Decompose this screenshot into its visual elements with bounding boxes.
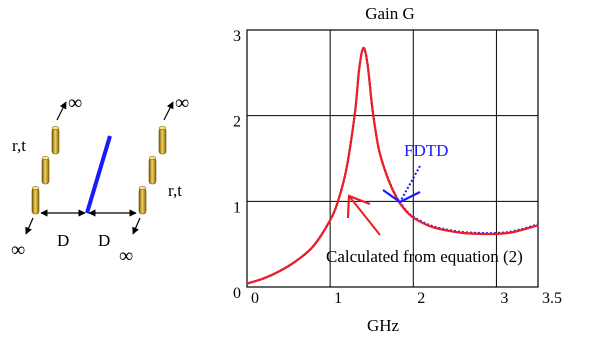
calc-annotation-arrow [348,195,381,236]
label-d-left: D [57,231,69,250]
y-tick-label: 1 [233,199,241,216]
infinity-arrow-up-right [163,101,174,121]
left-element-group [25,101,67,235]
infinity-symbol-top-left: ∞ [68,92,82,114]
x-tick-label: 1 [334,290,342,307]
fdtd-arrowhead [382,189,421,204]
gridlines [247,30,538,287]
label-rt-right: r,t [168,181,182,200]
infinity-symbol-top-right: ∞ [175,92,189,114]
infinity-arrow-up-left [56,101,67,121]
annotation-calculated: Calculated from equation (2) [326,247,523,266]
x-tick-label: 2 [417,290,425,307]
plot-frame [246,29,539,288]
rod-element [51,126,60,155]
rod-element [41,156,50,185]
y-tick-label: 3 [233,28,241,45]
calc-arrowhead [346,194,371,219]
array-diagram: r,t r,t D D ∞ ∞ ∞ ∞ [11,92,189,267]
rod-element [138,186,147,215]
label-rt-left: r,t [12,136,26,155]
x-tick-label: 0 [251,290,259,307]
rod-element [158,126,167,155]
fdtd-annotation-arrow [399,165,421,203]
rod-element [148,156,157,185]
x-tick-label: 3.5 [542,290,562,307]
infinity-symbol-bottom-right: ∞ [119,245,133,267]
infinity-arrow-down-left [25,217,34,235]
y-tick-label: 0 [233,285,241,302]
infinity-arrow-down-right [132,217,141,235]
chart-title: Gain G [365,4,415,23]
y-tick-label: 2 [233,114,241,131]
rod-element [31,186,40,215]
series-lines [246,46,539,285]
label-d-right: D [98,231,110,250]
x-axis-label: GHz [367,316,400,335]
tick-labels: 0 1 2 3 3.5 0 1 2 3 [233,28,562,307]
right-element-group [132,101,174,235]
gain-chart: Gain G 0 1 2 3 3.5 0 1 2 3 FDTD Calculated from … [233,4,562,335]
driven-dipole [85,135,112,214]
series-line-calculated [246,46,539,285]
x-tick-label: 3 [500,290,508,307]
annotation-fdtd: FDTD [404,141,448,160]
infinity-symbol-bottom-left: ∞ [11,239,25,261]
